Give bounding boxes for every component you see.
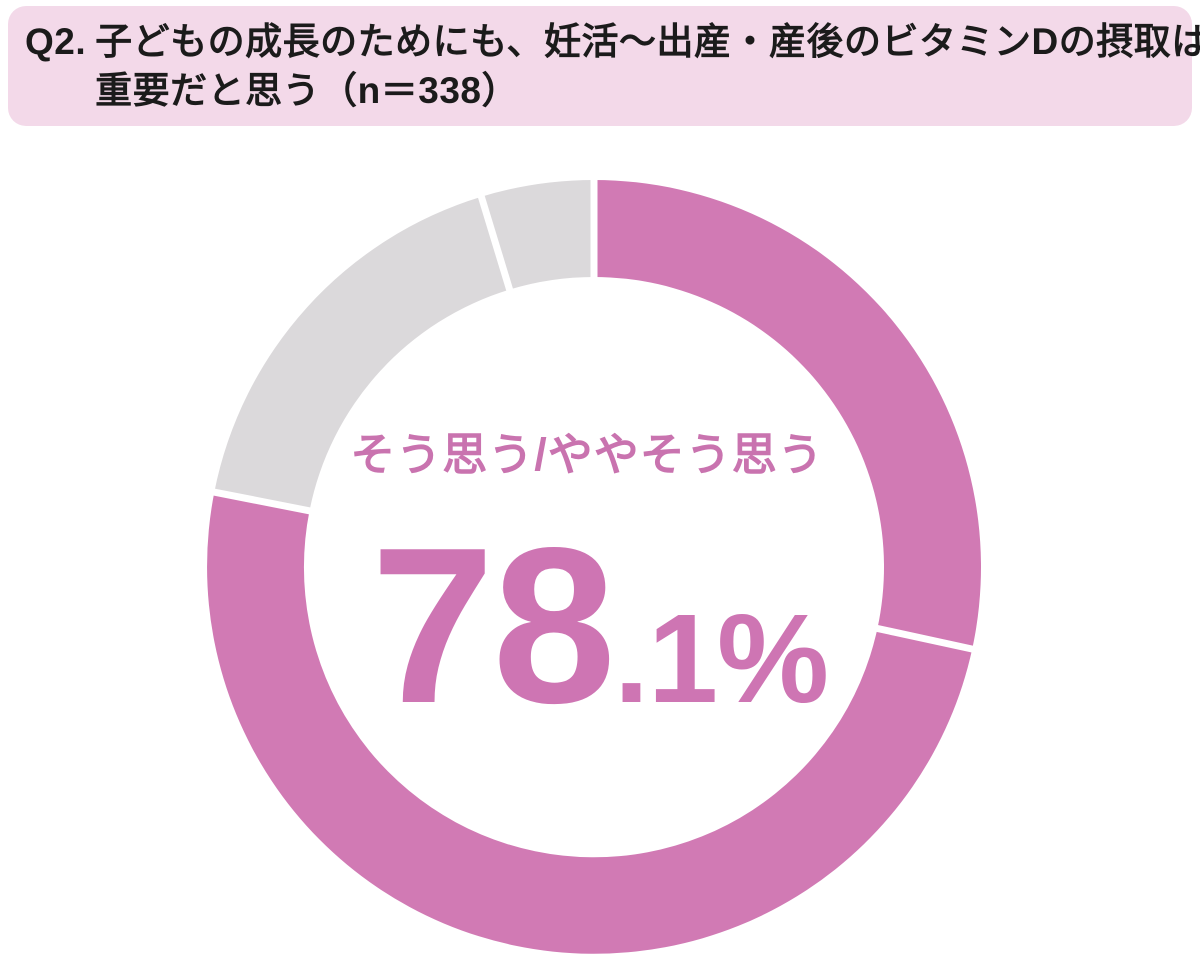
chart-center-label: そう思う/ややそう思う [350,429,824,480]
segment-divider [476,190,515,296]
segment-divider [871,623,978,654]
donut-segment [207,492,973,954]
question-number: Q2. [25,21,87,62]
question-header: Q2. 子どもの成長のためにも、妊活〜出産・産後のビタミンDの摂取は 重要だと思… [8,6,1200,127]
percentage-integer: 78 [371,502,616,750]
percentage-fraction: .1% [613,588,829,729]
question-line-2: 重要だと思う（n＝338） [95,70,519,112]
donut-segment [481,180,594,290]
question-line-1: 子どもの成長のためにも、妊活〜出産・産後のビタミンDの摂取は [95,21,1200,62]
segment-divider [208,487,316,516]
chart-center-value: 78 .1% [371,502,829,750]
question-text: 子どもの成長のためにも、妊活〜出産・産後のビタミンDの摂取は 重要だと思う（n＝… [95,17,1200,115]
donut-segment [214,196,510,511]
donut-segment [594,180,981,650]
